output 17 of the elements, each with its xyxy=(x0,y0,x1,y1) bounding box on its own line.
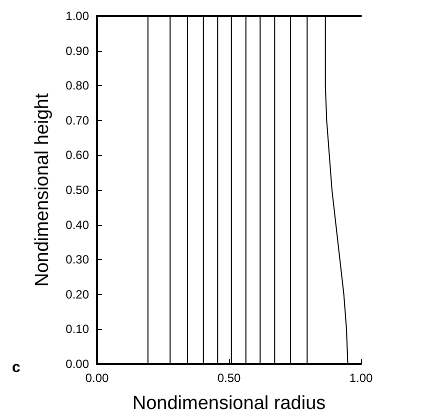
y-tick-label: 0.90 xyxy=(66,44,90,58)
y-tick-label: 0.00 xyxy=(66,357,90,371)
text: c xyxy=(12,359,20,376)
y-tick-label: 0.40 xyxy=(66,218,90,232)
y-tick-label: 0.70 xyxy=(66,113,90,128)
y-tick-label: 0.60 xyxy=(66,148,90,162)
y-tick-label: 0.20 xyxy=(66,287,90,302)
y-tick-label: 0.80 xyxy=(66,78,90,93)
x-axis-title: Nondimensional radius xyxy=(132,393,326,414)
x-tick-label: 0.50 xyxy=(217,371,241,385)
x-tick-label: 0.00 xyxy=(85,371,109,385)
x-tick-label: 1.00 xyxy=(349,371,373,385)
y-tick-label: 1.00 xyxy=(66,9,90,23)
y-tick-label: 0.10 xyxy=(66,322,90,336)
y-axis-title: Nondimensional height xyxy=(32,92,53,287)
y-tick-label: 0.50 xyxy=(66,183,90,197)
y-tick-label: 0.30 xyxy=(66,252,90,267)
